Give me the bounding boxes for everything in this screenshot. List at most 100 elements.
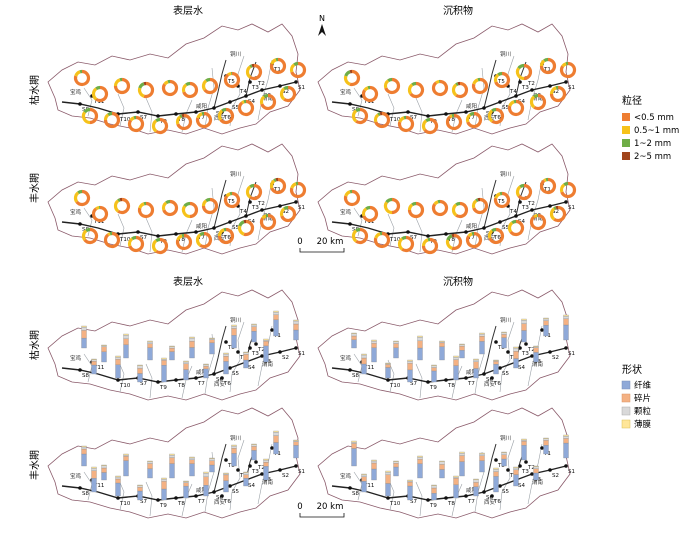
bar-segment: [183, 369, 189, 381]
bar-segment: [393, 461, 399, 464]
bar-segment: [417, 463, 423, 479]
donut-segment: [515, 67, 525, 81]
bar-segment: [137, 485, 143, 488]
bar-segment: [273, 310, 279, 313]
site-label: S5: [232, 489, 239, 495]
city-label: 铜川: [500, 434, 511, 442]
shape-stacked-bar: [273, 310, 279, 337]
bar-segment: [115, 482, 121, 497]
size-donut: [559, 61, 577, 79]
donut-segment: [227, 71, 232, 77]
bar-segment: [417, 347, 423, 361]
size-donut: [279, 85, 297, 103]
bar-segment: [101, 465, 107, 469]
bar-segment: [183, 361, 189, 364]
donut-segment: [91, 205, 109, 223]
size-donut: [195, 111, 213, 129]
donut-segment: [517, 63, 525, 70]
shape-stacked-bar: [223, 472, 229, 493]
donut-segment: [385, 197, 393, 204]
bar-segment: [479, 332, 485, 335]
size-donut: [245, 63, 263, 81]
bar-segment: [439, 464, 445, 470]
donut-segment: [269, 57, 287, 75]
donut-segment: [455, 81, 469, 99]
donut-segment: [181, 205, 191, 219]
bar-segment: [161, 365, 167, 383]
donut-segment: [497, 71, 503, 77]
shape-stacked-bar: [439, 460, 445, 479]
donut-segment: [355, 107, 361, 113]
bar-segment: [209, 339, 215, 343]
size-donut: [289, 61, 307, 79]
site-marker: [248, 346, 252, 350]
donut-segment: [401, 235, 407, 241]
shape-stacked-bar: [169, 345, 175, 361]
bar-segment: [223, 472, 229, 475]
shape-stacked-bar: [137, 364, 143, 383]
site-label: T2: [527, 81, 535, 87]
donut-segment: [397, 237, 404, 251]
site-marker: [426, 380, 430, 384]
donut-segment: [373, 113, 380, 123]
donut-segment: [533, 93, 547, 111]
size-donut: [137, 81, 155, 99]
site-marker: [260, 208, 264, 212]
site-label: T3: [521, 351, 529, 357]
shape-stacked-bar: [385, 362, 391, 379]
shape-stacked-bar: [479, 452, 485, 473]
donut-segment: [508, 100, 515, 107]
bar-segment: [203, 365, 209, 370]
site-label: T6: [223, 499, 231, 505]
site-label: S2: [282, 355, 289, 361]
bar-segment: [123, 344, 129, 359]
donut-segment: [433, 200, 439, 206]
shape-stacked-bar: [351, 332, 357, 349]
bar-segment: [231, 328, 237, 336]
shape-stacked-bar: [393, 460, 399, 477]
size-donut: [223, 191, 241, 209]
bar-segment: [479, 336, 485, 342]
bar-segment: [123, 460, 129, 477]
site-marker: [490, 376, 494, 380]
shape-stacked-bar: [459, 343, 465, 359]
bar-segment: [189, 456, 195, 459]
site-marker: [482, 490, 486, 494]
site-marker: [386, 378, 390, 382]
donut-segment: [363, 86, 369, 92]
bar-segment: [137, 487, 143, 492]
bar-segment: [563, 436, 569, 439]
donut-segment: [155, 117, 169, 135]
city-label: 铜川: [230, 170, 241, 178]
bar-segment: [115, 356, 121, 360]
city-label: 宝鸡: [70, 88, 82, 96]
shape-stacked-bar: [351, 440, 357, 467]
bar-segment: [361, 353, 367, 356]
bar-segment: [101, 346, 107, 352]
site-label: T5: [227, 79, 235, 85]
site-marker: [494, 340, 498, 344]
basin-map: [47, 143, 301, 255]
bar-segment: [473, 361, 479, 369]
donut-segment: [446, 234, 453, 241]
site-label: T1: [543, 187, 551, 193]
bar-segment: [115, 355, 121, 358]
size-donut: [351, 227, 369, 245]
bar-segment: [533, 468, 539, 474]
donut-segment: [113, 77, 131, 95]
site-label: S4: [518, 99, 525, 105]
column-header-sediment-lower: 沉积物: [443, 275, 473, 288]
row-label-dry-upper: 枯水期: [28, 75, 41, 105]
site-marker: [228, 220, 232, 224]
site-label: T7: [467, 381, 475, 387]
bar-segment: [393, 466, 399, 477]
shape-stacked-bar: [543, 317, 549, 337]
site-label: T4: [239, 355, 247, 361]
bar-segment: [563, 438, 569, 444]
site-label: T10: [119, 117, 131, 123]
donut-segment: [279, 87, 286, 101]
site-marker: [194, 230, 198, 234]
bar-segment: [223, 352, 229, 355]
donut-segment: [355, 227, 369, 245]
site-label: S4: [518, 219, 525, 225]
